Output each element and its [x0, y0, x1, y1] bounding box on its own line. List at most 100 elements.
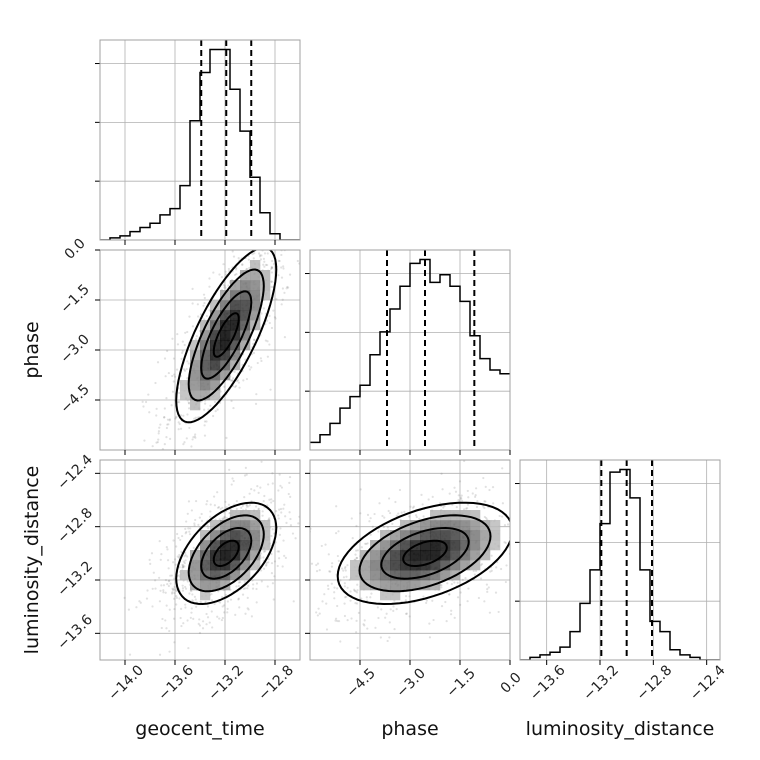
sample-point	[176, 555, 179, 558]
density-cell	[420, 530, 431, 541]
sample-point	[185, 437, 188, 440]
sample-point	[162, 584, 166, 587]
sample-point	[194, 416, 197, 419]
sample-point	[242, 379, 245, 382]
sample-point	[501, 467, 504, 470]
density-cell	[230, 540, 241, 551]
xtick-label-2: −13.2	[205, 662, 247, 704]
sample-point	[428, 622, 431, 625]
sample-point	[260, 236, 262, 238]
sample-point	[203, 301, 206, 305]
scatter-panel-geocent_time-vs-phase: −4.5 −3.0 −1.5 0.0	[57, 225, 301, 465]
sample-point	[262, 567, 266, 570]
sample-point	[483, 500, 486, 503]
sample-point	[255, 587, 258, 591]
sample-point	[422, 515, 425, 518]
sample-point	[212, 271, 215, 274]
density-cell	[220, 310, 231, 321]
sample-point	[412, 505, 416, 508]
sample-point	[142, 405, 145, 408]
density-cell	[240, 270, 251, 281]
sample-point	[551, 536, 553, 538]
sample-point	[197, 622, 200, 625]
sample-point	[251, 244, 253, 246]
sample-point	[387, 497, 391, 500]
sample-point	[241, 263, 244, 266]
sample-point	[288, 225, 290, 227]
sample-point	[270, 266, 274, 269]
density-cell	[240, 550, 251, 561]
sample-point	[184, 553, 187, 557]
sample-point	[265, 561, 268, 565]
sample-point	[380, 608, 383, 611]
sample-point	[284, 229, 286, 231]
sample-point	[298, 228, 300, 230]
sample-point	[168, 418, 172, 421]
contour-level-3	[336, 501, 510, 606]
sample-point	[246, 587, 249, 590]
sample-point	[271, 582, 275, 585]
sample-point	[207, 408, 210, 411]
sample-point	[247, 505, 250, 508]
sample-point	[176, 452, 178, 454]
sample-point	[234, 613, 237, 616]
density-cell	[380, 580, 391, 591]
sample-point	[260, 569, 263, 572]
sample-point	[532, 506, 534, 508]
sample-point	[310, 562, 314, 565]
sample-point	[163, 442, 166, 446]
sample-point	[151, 445, 154, 448]
sample-point	[254, 402, 258, 406]
sample-point	[231, 250, 234, 253]
sample-point	[363, 619, 366, 622]
sample-point	[225, 506, 228, 509]
density-cell	[480, 550, 491, 561]
sample-point	[505, 564, 508, 567]
sample-point	[538, 546, 540, 548]
sample-point	[177, 428, 180, 431]
sample-point	[553, 522, 555, 524]
density-cell	[240, 520, 251, 531]
sample-point	[135, 606, 138, 609]
sample-point	[346, 586, 349, 589]
panel-frame	[99, 39, 301, 241]
sample-point	[349, 590, 352, 593]
sample-point	[163, 415, 166, 419]
sample-point	[503, 541, 506, 544]
sample-point	[173, 607, 176, 611]
xtick-label-1: −3.0	[393, 665, 428, 700]
sample-point	[297, 522, 300, 525]
sample-point	[224, 270, 227, 273]
sample-point	[267, 483, 270, 486]
ytick-label-1: −3.0	[57, 331, 92, 366]
sample-point	[216, 408, 219, 411]
density-cell	[230, 570, 241, 581]
density-cell	[460, 550, 471, 561]
sample-point	[581, 494, 583, 496]
sample-point	[159, 423, 162, 426]
sample-point	[186, 360, 189, 363]
sample-point	[121, 665, 123, 667]
sample-point	[157, 463, 159, 465]
sample-point	[526, 556, 528, 558]
density-cell	[210, 390, 221, 401]
sample-point	[449, 613, 453, 616]
sample-point	[486, 588, 489, 591]
xtick-label-3: −12.8	[255, 662, 297, 704]
density-cell	[210, 580, 221, 591]
density-cell	[230, 560, 241, 571]
sample-point	[203, 456, 205, 458]
sample-point	[383, 516, 386, 519]
sample-point	[197, 523, 200, 526]
hist-panel-phase	[305, 249, 511, 455]
sample-point	[221, 605, 224, 608]
sample-point	[466, 489, 469, 493]
sample-point	[333, 591, 336, 594]
sample-point	[236, 379, 240, 382]
sample-point	[222, 604, 226, 607]
sample-point	[168, 650, 171, 653]
sample-point	[270, 280, 273, 283]
sample-point	[245, 503, 248, 507]
sample-point	[235, 507, 238, 511]
sample-point	[205, 420, 208, 423]
